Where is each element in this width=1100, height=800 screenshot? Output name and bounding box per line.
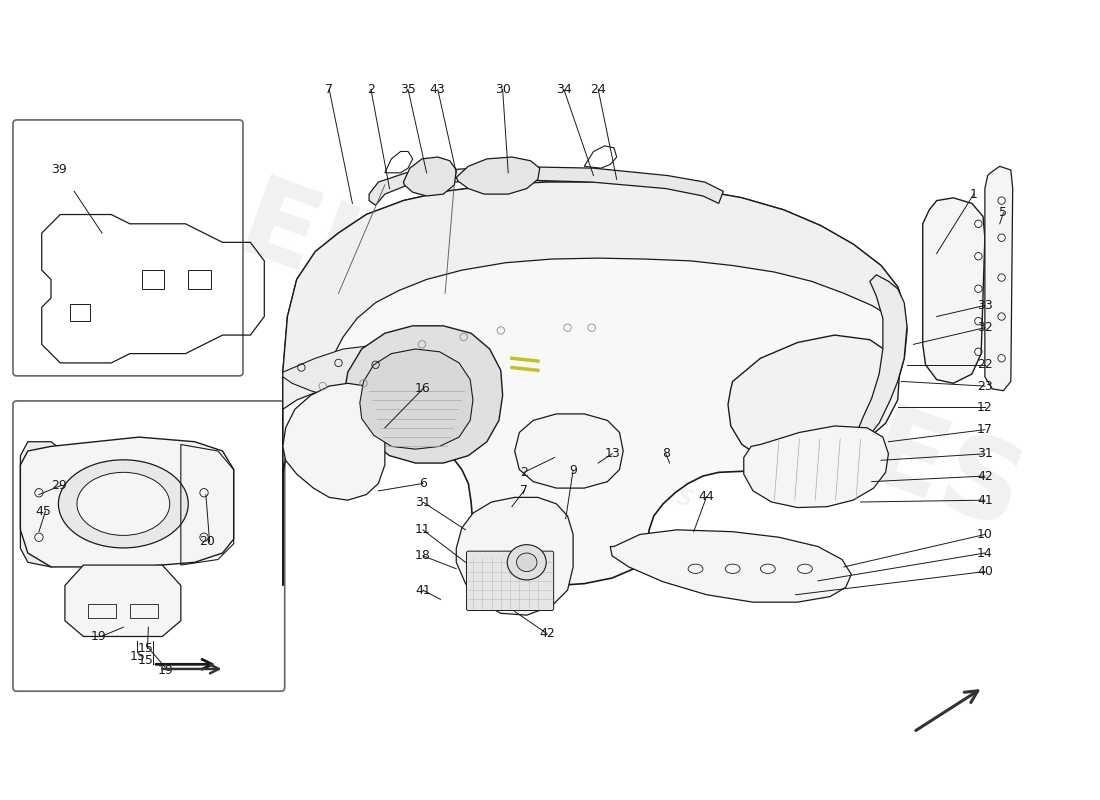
Polygon shape <box>923 198 984 383</box>
Bar <box>130 604 157 618</box>
Polygon shape <box>65 565 180 637</box>
Bar <box>69 305 90 321</box>
Text: 9: 9 <box>569 464 578 477</box>
Polygon shape <box>855 275 908 442</box>
Text: 1: 1 <box>970 188 978 201</box>
Polygon shape <box>610 530 851 602</box>
Text: 29: 29 <box>51 479 67 492</box>
Text: 17: 17 <box>977 423 993 436</box>
Polygon shape <box>21 442 84 567</box>
Text: 32: 32 <box>977 321 992 334</box>
Text: 8: 8 <box>662 447 670 460</box>
Polygon shape <box>21 437 233 567</box>
Ellipse shape <box>58 460 188 548</box>
Ellipse shape <box>77 472 169 535</box>
Polygon shape <box>456 157 540 194</box>
Polygon shape <box>728 335 900 462</box>
Text: 14: 14 <box>977 546 992 559</box>
Text: 22: 22 <box>977 358 992 371</box>
Text: 24: 24 <box>591 83 606 96</box>
Polygon shape <box>283 182 904 410</box>
Polygon shape <box>456 498 573 615</box>
Text: 6: 6 <box>419 477 427 490</box>
Text: 19: 19 <box>91 630 107 643</box>
Polygon shape <box>283 346 399 400</box>
Text: 35: 35 <box>400 83 416 96</box>
Bar <box>88 604 116 618</box>
FancyBboxPatch shape <box>13 401 285 691</box>
Bar <box>188 270 210 289</box>
Text: 15: 15 <box>130 650 145 662</box>
Text: 15: 15 <box>138 654 153 667</box>
Polygon shape <box>404 157 456 196</box>
Text: 10: 10 <box>977 528 993 541</box>
Text: 40: 40 <box>977 565 993 578</box>
Text: 7: 7 <box>326 83 333 96</box>
Text: 19: 19 <box>157 663 173 677</box>
Text: 5: 5 <box>1000 206 1008 219</box>
Text: 2: 2 <box>367 83 375 96</box>
Text: 13: 13 <box>604 447 620 460</box>
Text: 41: 41 <box>415 584 431 597</box>
Bar <box>142 270 164 289</box>
Text: 45: 45 <box>35 505 51 518</box>
Text: 42: 42 <box>977 470 992 482</box>
FancyBboxPatch shape <box>13 120 243 376</box>
Text: 33: 33 <box>977 299 992 312</box>
Text: 41: 41 <box>977 494 992 506</box>
Text: 31: 31 <box>415 495 431 509</box>
Polygon shape <box>283 383 385 500</box>
Text: 43: 43 <box>430 83 446 96</box>
Text: 23: 23 <box>977 379 992 393</box>
Text: 44: 44 <box>698 490 715 503</box>
Text: 30: 30 <box>495 83 510 96</box>
Polygon shape <box>515 414 624 488</box>
Text: EUROSPARES: EUROSPARES <box>224 171 1036 554</box>
Polygon shape <box>283 182 908 586</box>
Text: 39: 39 <box>51 162 67 176</box>
Polygon shape <box>343 326 503 463</box>
Text: 18: 18 <box>415 550 431 562</box>
Polygon shape <box>744 426 889 507</box>
Text: 42: 42 <box>539 627 556 640</box>
Text: 11: 11 <box>415 523 431 536</box>
Ellipse shape <box>517 553 537 571</box>
Text: 31: 31 <box>977 447 992 460</box>
Text: 12: 12 <box>977 401 992 414</box>
Text: 34: 34 <box>556 83 572 96</box>
Text: 2: 2 <box>520 466 528 479</box>
Text: a passion for parts: a passion for parts <box>417 398 696 514</box>
Text: 20: 20 <box>199 535 216 548</box>
Polygon shape <box>370 166 724 206</box>
Text: 7: 7 <box>520 484 528 498</box>
Text: 16: 16 <box>415 382 431 395</box>
Ellipse shape <box>507 545 547 580</box>
Text: 15: 15 <box>138 642 153 655</box>
Polygon shape <box>984 166 1013 390</box>
Polygon shape <box>360 349 473 449</box>
FancyBboxPatch shape <box>466 551 553 610</box>
